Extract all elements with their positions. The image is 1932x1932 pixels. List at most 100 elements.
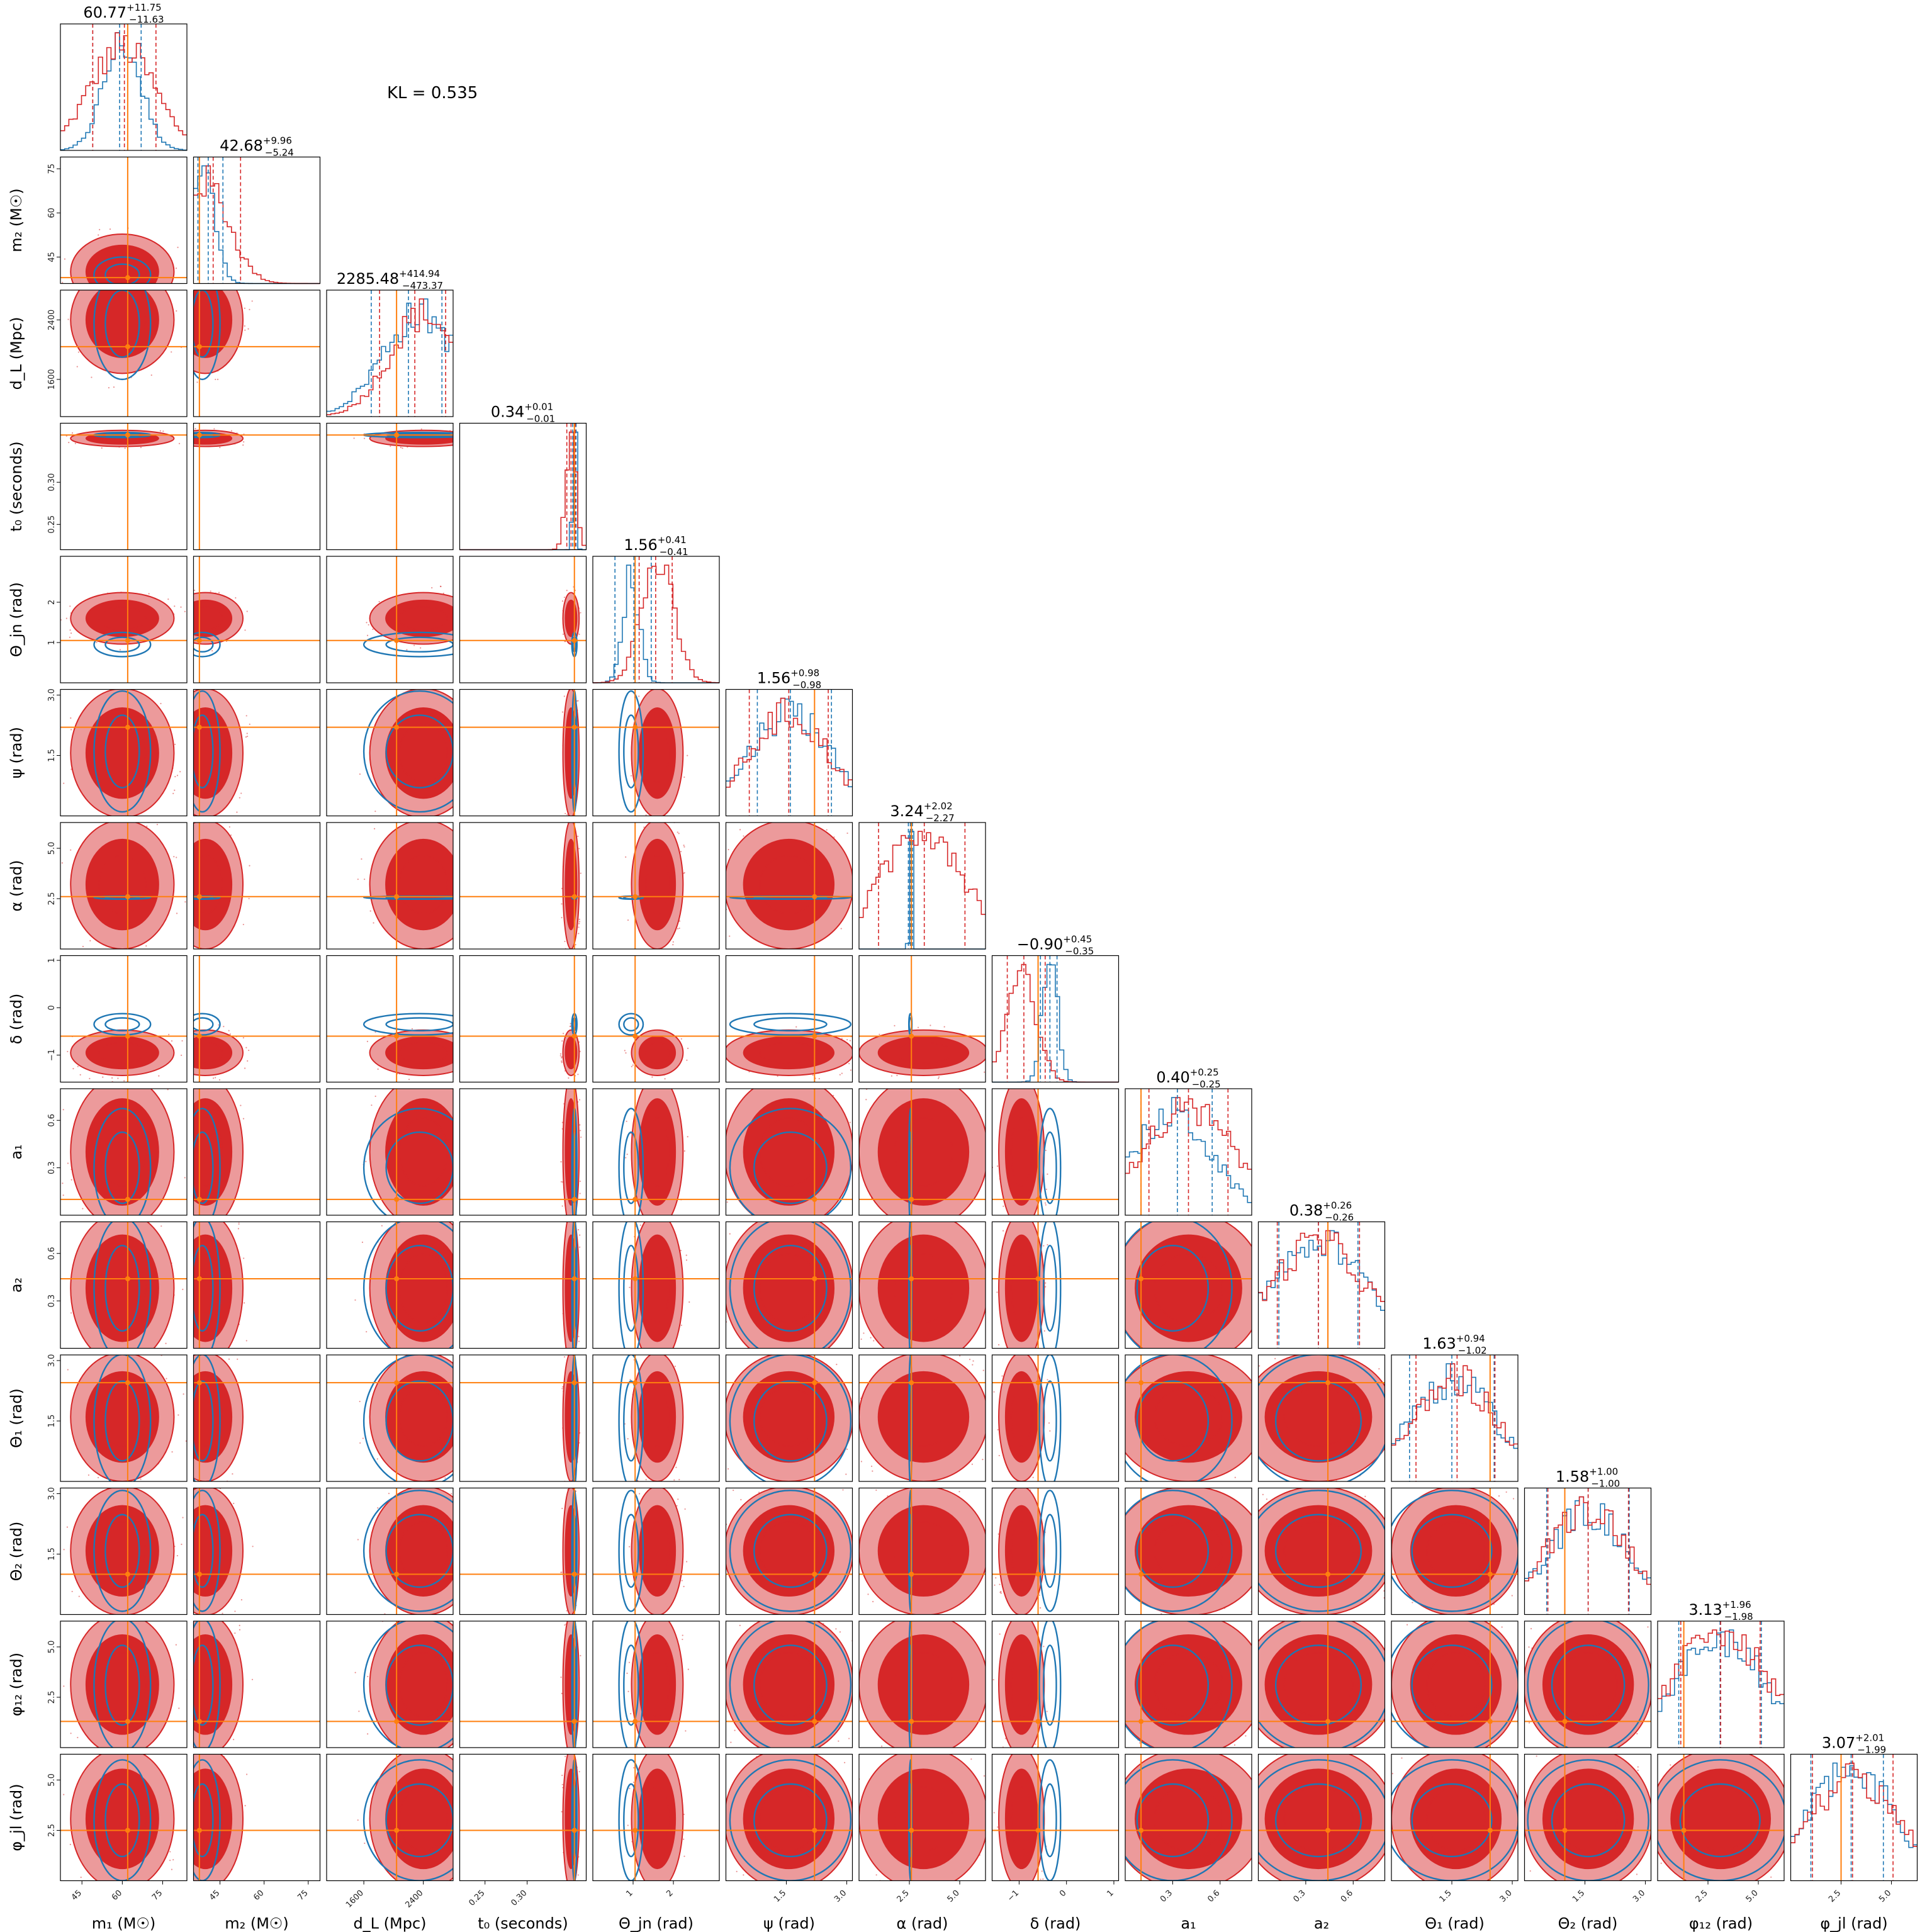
sample-point [70,1312,72,1314]
sample-point [176,913,178,914]
truth-marker [1035,1380,1041,1386]
contour-series-b [193,1245,214,1332]
contour-series-b [104,290,140,358]
marginal-title: 3.13+1.96 −1.98 [1688,1599,1753,1622]
contour-series-a [1154,1253,1223,1323]
truth-marker [394,1571,400,1577]
sample-point [362,1437,364,1439]
sample-point [997,1429,999,1430]
sample-point [632,1782,635,1783]
histogram-series-a [60,32,187,136]
sample-point [579,1193,581,1194]
contour-series-b [1274,1514,1362,1588]
truth-marker [196,1828,202,1833]
title-lower-error: −2.27 [926,812,955,824]
y-tick-label: 1.5 [47,749,57,762]
sample-point [354,1299,356,1301]
sample-point [171,1868,173,1870]
contour-series-a [644,1521,670,1581]
contour-series-b [571,1621,578,1748]
sample-point [561,1571,563,1573]
panel-frame [326,556,454,683]
sample-point [1047,1173,1048,1175]
panel-8-2 [326,1088,454,1216]
title-upper-error: +0.41 [658,534,687,546]
panel-frame [592,1354,720,1482]
sample-point [561,600,564,602]
sample-point [578,926,580,928]
panel-content [1125,1621,1252,1748]
panel-frame [459,1487,587,1615]
sample-point [101,447,103,449]
panel-10-6 [858,1354,986,1482]
sample-point [561,1692,563,1695]
sample-point [176,1554,178,1557]
panel-frame [459,822,587,950]
panel-7-1 [193,955,321,1083]
contour-series-a [894,1253,953,1323]
panel-content [60,1355,187,1481]
truth-marker [909,1196,914,1202]
panel-frame [725,1753,853,1882]
sample-point [999,1633,1001,1635]
panel-content [726,1355,853,1481]
sample-point [969,1358,971,1361]
panel-content [327,423,453,550]
sample-point [228,826,230,828]
contour-series-b [1038,1621,1062,1748]
sample-point [997,1826,999,1828]
panel-frame [725,822,853,950]
panel-frame [459,955,587,1083]
sample-point [249,308,250,311]
truth-marker [812,1719,817,1724]
sample-point [639,1493,641,1495]
sample-point [1160,1613,1162,1615]
sample-point [232,1473,233,1475]
truth-marker [125,894,130,899]
contour-series-b [104,1017,140,1032]
title-value: 42.68 [220,137,263,155]
panel-9-9: 0.38+0.26 −0.26 [1257,1200,1386,1349]
sample-point [678,920,681,922]
sample-point [230,834,232,836]
panel-5-1 [193,688,321,817]
sample-point [239,1629,241,1631]
sample-point [61,862,64,864]
contour-series-b [1391,1490,1518,1612]
sample-point [570,1025,571,1027]
y-axis-label: t₀ (seconds) [8,441,25,531]
contour-series-a [1010,1253,1033,1323]
sample-point [580,1136,582,1138]
y-tick-label: 0.6 [47,1247,57,1260]
sample-point [237,1358,239,1360]
y-tick-label: 2 [47,600,57,605]
sample-point [242,1036,245,1039]
panel-12-11 [1524,1620,1652,1748]
panel-frame [326,1088,454,1216]
panel-6-2 [326,822,454,950]
contour-series-b [623,714,639,789]
panel-frame [991,1221,1120,1349]
sample-point [577,1074,579,1076]
contour-series-a [1154,1521,1223,1581]
contour-series-a [398,1652,449,1717]
sample-point [420,647,422,649]
sample-point [111,1077,113,1079]
sample-point [145,945,147,947]
contour-series-b [93,1108,152,1215]
sample-point [983,1775,986,1777]
sample-point [872,1600,874,1603]
marginal-title: 1.58+1.00 −1.00 [1556,1466,1620,1490]
contour-series-b [193,290,214,358]
panel-content [60,1754,187,1881]
truth-marker [1487,1571,1493,1577]
sample-point [578,1771,580,1773]
sample-point [628,1661,631,1663]
contour-series-b [193,1783,214,1858]
contour-series-a [1283,1521,1354,1581]
panel-7-3 [459,955,587,1083]
panel-frame [60,1620,188,1748]
panel-frame [592,1753,720,1882]
sample-point [77,351,80,353]
